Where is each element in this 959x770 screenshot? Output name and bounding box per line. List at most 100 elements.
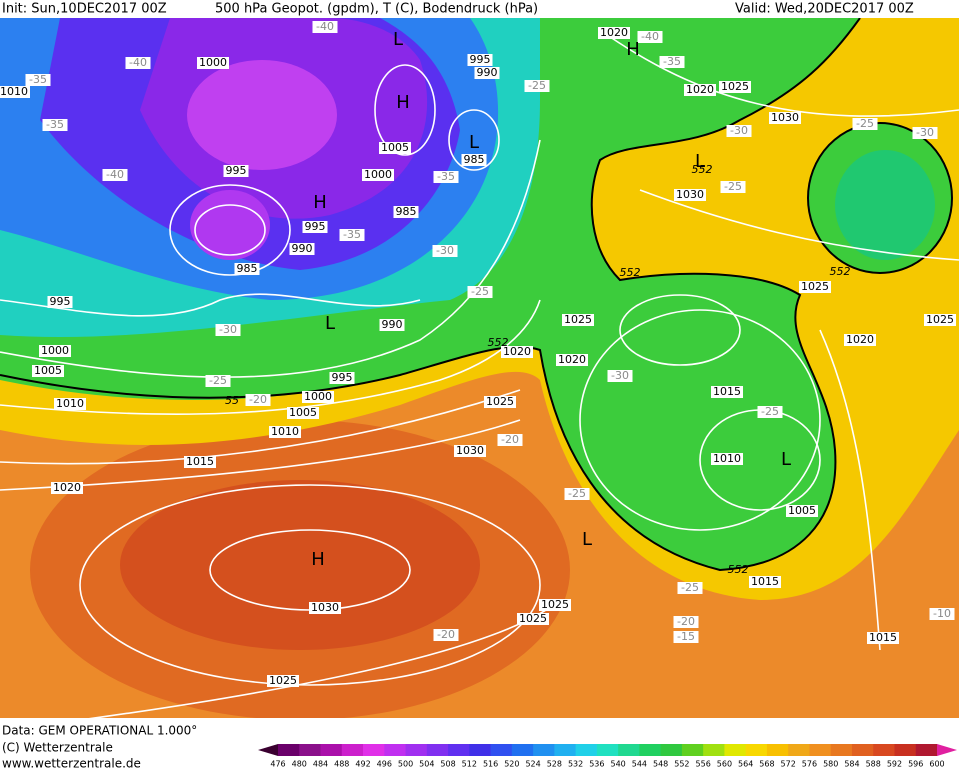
temperature-label-box <box>673 616 699 628</box>
pressure-label-box <box>54 398 86 410</box>
legend-label: 516 <box>483 760 498 769</box>
temperature-label-box <box>564 488 590 500</box>
pressure-center: H <box>313 192 327 213</box>
pressure-label: 1005 <box>786 504 818 517</box>
contour-label: 552 <box>692 163 713 176</box>
temperature-label-box <box>852 118 878 130</box>
pressure-label-box <box>309 602 341 614</box>
pressure-center: L <box>695 151 705 172</box>
pressure-label-box <box>302 391 334 403</box>
temperature-label-text: -25 <box>471 285 489 298</box>
temperature-label: -35 <box>659 55 685 68</box>
pressure-label: 1020 <box>844 333 876 346</box>
pressure-label-text: 1030 <box>311 601 339 614</box>
legend-swatch <box>299 744 322 756</box>
temperature-label: -35 <box>433 170 459 183</box>
isobars <box>0 29 959 718</box>
legend-swatch <box>639 744 662 756</box>
pressure-label: 1020 <box>556 353 588 366</box>
temperature-label-box <box>245 394 271 406</box>
pressure-center: H <box>626 39 640 60</box>
field-red <box>120 480 480 650</box>
temperature-label-text: -25 <box>856 117 874 130</box>
pressure-label: 1015 <box>711 385 743 398</box>
pressure-label-box <box>799 281 831 293</box>
contour-552 <box>0 18 861 572</box>
pressure-label: 1020 <box>598 26 630 39</box>
legend-label: 564 <box>738 760 753 769</box>
pressure-label: 1000 <box>39 344 71 357</box>
legend-label: 576 <box>802 760 817 769</box>
contour-label: 552 <box>830 265 851 278</box>
pressure-center: L <box>325 313 335 334</box>
pressure-label-text: 1000 <box>41 344 69 357</box>
legend-swatch <box>426 744 449 756</box>
temperature-label-text: -40 <box>316 20 334 33</box>
temperature-label: -30 <box>215 323 241 336</box>
pressure-label-box <box>32 365 64 377</box>
legend-swatch <box>511 744 534 756</box>
pressure-label-text: 1030 <box>456 444 484 457</box>
pressure-label-box <box>484 396 516 408</box>
pressure-label: 1025 <box>484 395 516 408</box>
legend-label: 500 <box>398 760 413 769</box>
contour-label: 552 <box>488 336 509 349</box>
legend-swatch <box>873 744 895 756</box>
pressure-label: 1015 <box>867 631 899 644</box>
temperature-label-text: -20 <box>437 628 455 641</box>
pressure-label-box <box>844 334 876 346</box>
pressure-center: H <box>396 92 410 113</box>
pressure-center: L <box>582 529 592 550</box>
legend-arrow-left <box>258 744 278 756</box>
pressure-label-box <box>393 206 419 218</box>
legend-swatch <box>915 744 938 756</box>
isobar <box>0 139 541 378</box>
temperature-label: -20 <box>673 615 699 628</box>
temperature-label-text: -20 <box>249 393 267 406</box>
pressure-label-box <box>362 169 394 181</box>
pressure-label: 1025 <box>562 313 594 326</box>
pressure-label: 985 <box>461 153 487 166</box>
legend-label: 544 <box>632 760 647 769</box>
isobar <box>579 309 821 531</box>
temperature-label-box <box>677 582 703 594</box>
pressure-label: 1025 <box>799 280 831 293</box>
field-green-east-core <box>835 150 935 260</box>
pressure-label: 990 <box>474 66 500 79</box>
temperature-label: -25 <box>677 581 703 594</box>
legend-arrow-right <box>937 744 957 756</box>
pressure-label-box <box>867 632 899 644</box>
legend-label: 568 <box>759 760 774 769</box>
legend-swatch <box>320 744 343 756</box>
temperature-label-text: -35 <box>29 73 47 86</box>
legend-label: 496 <box>377 760 392 769</box>
legend-swatch <box>724 744 747 756</box>
pressure-center: H <box>311 549 325 570</box>
pressure-center: L <box>781 449 791 470</box>
temperature-label: -10 <box>929 607 955 620</box>
legend-swatch <box>341 744 364 756</box>
temperature-label-text: -20 <box>501 433 519 446</box>
temperature-label: -30 <box>912 126 938 139</box>
temperature-label-box <box>433 629 459 641</box>
pressure-label-box <box>674 189 706 201</box>
pressure-label-box <box>287 407 319 419</box>
temperature-label-box <box>215 324 241 336</box>
legend-swatch <box>448 744 470 756</box>
pressure-label-text: 1025 <box>801 280 829 293</box>
pressure-label-box <box>223 165 249 177</box>
temperature-label: -25 <box>564 487 590 500</box>
temperature-label: -30 <box>726 124 752 137</box>
pressure-label-box <box>924 314 956 326</box>
pressure-label-box <box>269 426 301 438</box>
pressure-label: 995 <box>329 371 355 384</box>
temperature-label-box <box>497 434 523 446</box>
pressure-label-box <box>786 505 818 517</box>
temperature-label: -35 <box>339 228 365 241</box>
pressure-label-box <box>379 319 405 331</box>
temperature-label-box <box>912 127 938 139</box>
pressure-label-box <box>0 86 30 98</box>
pressure-label-text: 1010 <box>56 397 84 410</box>
legend-swatch <box>703 744 725 756</box>
pressure-label-text: 995 <box>226 164 247 177</box>
